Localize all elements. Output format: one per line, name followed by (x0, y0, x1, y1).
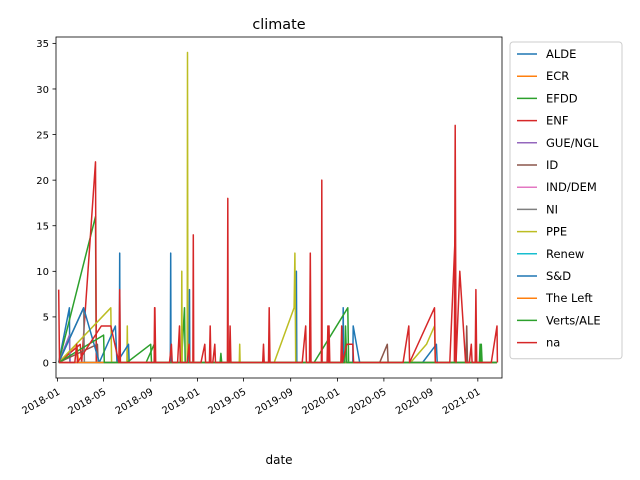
chart-title: climate (252, 17, 305, 33)
legend-label-na: na (546, 336, 560, 350)
legend-label-ind-dem: IND/DEM (546, 180, 597, 194)
y-tick-label: 15 (36, 222, 49, 233)
y-tick-label: 0 (43, 358, 49, 369)
legend-label-ecr: ECR (546, 69, 569, 83)
legend-label-the-left: The Left (545, 291, 593, 305)
plot-lines (57, 51, 499, 364)
y-tick-label: 10 (36, 267, 49, 278)
y-tick-label: 35 (36, 39, 49, 50)
legend-label-s-d: S&D (546, 269, 571, 283)
legend-box (509, 41, 623, 360)
legend-label-efdd: EFDD (546, 91, 578, 105)
legend: ALDE ECR EFDD ENF GUE/NGL ID IND/DEM NI PPE Renew… (509, 41, 623, 360)
y-tick-label: 25 (36, 130, 49, 141)
y-axis-ticks: 0 5 10 15 20 25 30 35 (36, 39, 56, 369)
legend-label-alde: ALDE (546, 47, 576, 61)
series-line-s-d (58, 288, 497, 364)
y-tick-label: 20 (36, 176, 49, 187)
series-line-id (58, 325, 497, 364)
legend-label-verts-ale: Verts/ALE (546, 313, 601, 327)
legend-label-ni: NI (546, 202, 558, 216)
axes-frame (55, 36, 503, 379)
legend-label-enf: ENF (546, 114, 568, 128)
x-axis-label: date (265, 453, 292, 467)
series-line-na (57, 234, 499, 364)
y-tick-label: 5 (43, 313, 49, 324)
legend-label-renew: Renew (546, 247, 584, 261)
legend-label-id: ID (546, 158, 558, 172)
legend-label-gue-ngl: GUE/NGL (546, 136, 599, 150)
y-tick-label: 30 (36, 85, 49, 96)
series-line-verts-ale (58, 325, 497, 364)
legend-label-ppe: PPE (546, 225, 567, 239)
